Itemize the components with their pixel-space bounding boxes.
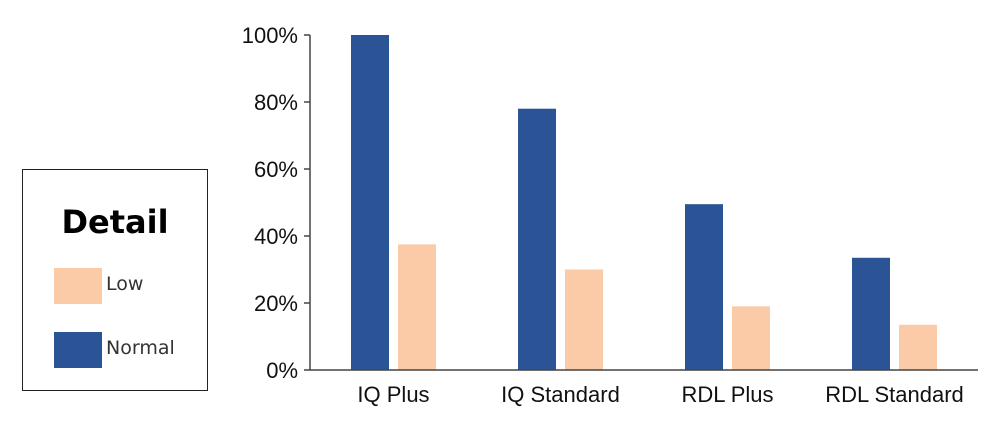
- y-tick-label: 40%: [254, 224, 298, 249]
- legend-label-normal: Normal: [106, 337, 175, 359]
- legend-swatch-low: [54, 268, 102, 304]
- legend: Detail Low Normal: [22, 169, 208, 391]
- x-labels-group: IQ Plus IQ Standard RDL Plus RDL Standard: [357, 382, 963, 407]
- x-category-label: IQ Standard: [501, 382, 620, 407]
- bar-low-iq-plus: [398, 244, 436, 370]
- y-tick-label: 60%: [254, 157, 298, 182]
- bars-group: [351, 35, 937, 370]
- legend-label-low: Low: [106, 273, 144, 295]
- y-tick-label: 0%: [266, 358, 298, 383]
- legend-title: Detail: [61, 203, 169, 241]
- bar-low-rdl-standard: [899, 324, 937, 370]
- legend-swatch-normal: [54, 332, 102, 368]
- y-ticks-group: 0% 20% 40% 60% 80% 100%: [242, 23, 310, 383]
- bar-low-iq-standard: [565, 269, 603, 370]
- x-category-label: RDL Standard: [825, 382, 964, 407]
- bar-normal-iq-plus: [351, 35, 389, 370]
- bar-normal-rdl-standard: [852, 257, 890, 370]
- x-category-label: RDL Plus: [681, 382, 773, 407]
- bar-normal-rdl-plus: [685, 204, 723, 370]
- bar-normal-iq-standard: [518, 108, 556, 370]
- y-tick-label: 100%: [242, 23, 298, 48]
- x-category-label: IQ Plus: [357, 382, 429, 407]
- y-tick-label: 80%: [254, 90, 298, 115]
- y-tick-label: 20%: [254, 291, 298, 316]
- bar-low-rdl-plus: [732, 306, 770, 370]
